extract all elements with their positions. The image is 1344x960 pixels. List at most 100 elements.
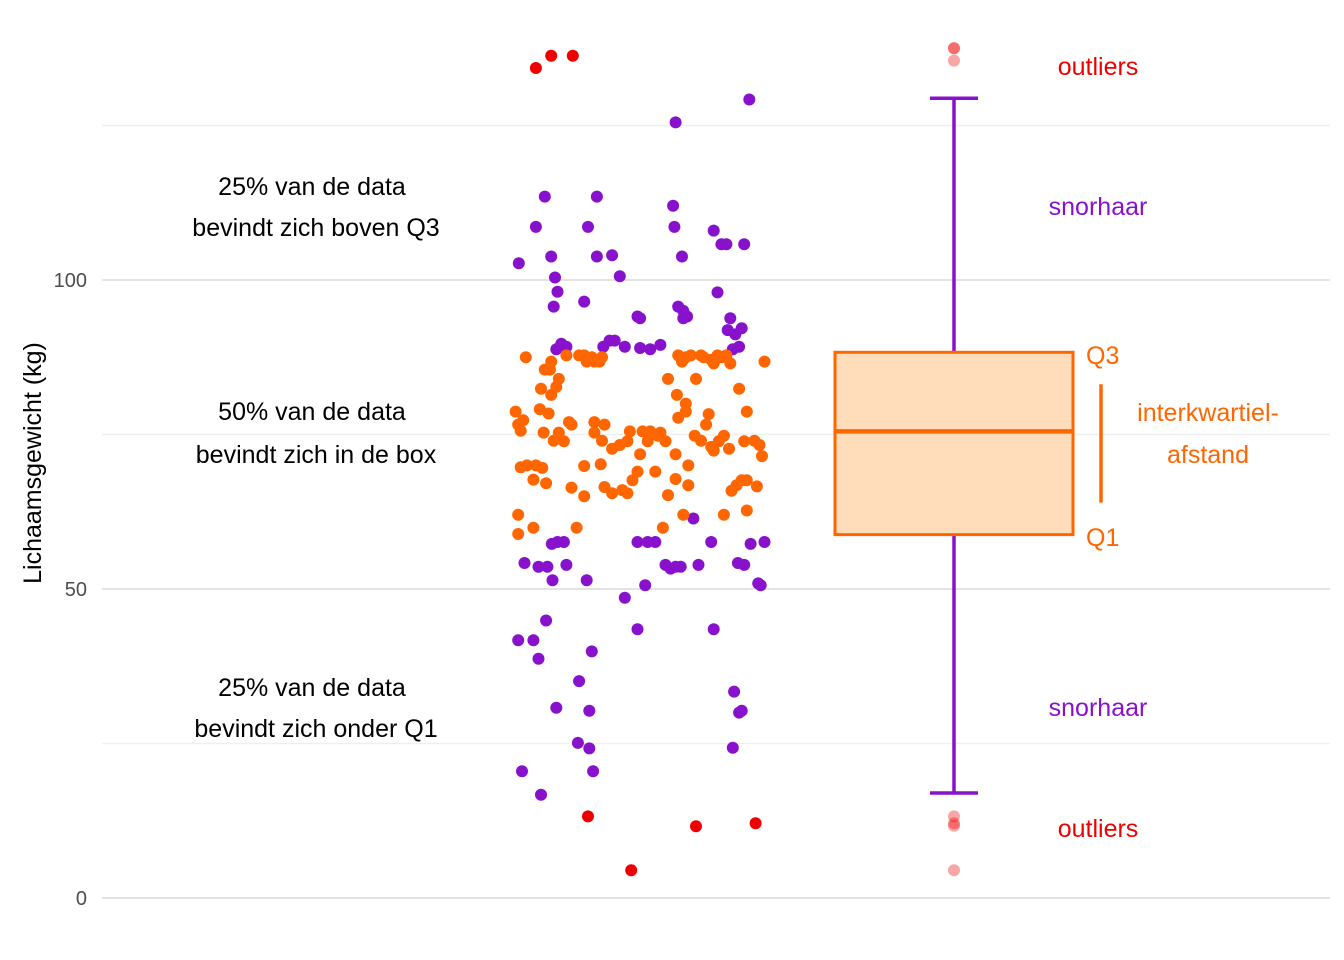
data-point-outlier xyxy=(566,49,579,62)
y-axis: 0 50 100 xyxy=(54,270,87,910)
boxplot-outlier xyxy=(948,810,960,823)
annotation-in-box-line2: bevindt zich in de box xyxy=(196,441,437,469)
data-point-box xyxy=(669,448,682,461)
data-point-whisker xyxy=(692,558,705,571)
data-point-whisker xyxy=(667,199,680,212)
data-point-outlier xyxy=(582,810,594,823)
data-point-whisker xyxy=(669,116,682,129)
data-point-outlier xyxy=(749,817,762,830)
data-point-whisker xyxy=(578,295,591,308)
data-point-whisker xyxy=(711,286,724,299)
data-point-box xyxy=(740,405,753,418)
data-point-box xyxy=(702,408,715,421)
data-point-outlier xyxy=(625,864,638,877)
data-point-box xyxy=(669,473,682,485)
data-point-box xyxy=(514,424,527,437)
data-point-whisker xyxy=(512,257,525,270)
data-point-whisker xyxy=(529,220,542,233)
data-point-whisker xyxy=(546,574,559,587)
data-point-whisker xyxy=(707,623,720,636)
data-point-box xyxy=(662,372,674,385)
data-point-whisker xyxy=(681,310,694,323)
iqr-box xyxy=(833,350,1075,537)
data-point-box xyxy=(535,382,547,395)
data-point-whisker xyxy=(674,560,687,573)
data-point-whisker xyxy=(532,652,545,665)
boxplot-outlier xyxy=(948,817,960,830)
data-point-whisker xyxy=(631,623,644,636)
data-point-whisker xyxy=(654,338,667,351)
data-point-box xyxy=(695,434,707,447)
data-point-box xyxy=(659,435,672,448)
data-point-box xyxy=(596,351,608,364)
data-point-box xyxy=(565,418,578,431)
data-point-whisker xyxy=(557,536,570,548)
data-point-box xyxy=(521,459,533,472)
boxplot-outlier xyxy=(948,864,960,877)
data-point-box xyxy=(545,355,558,368)
data-point-whisker xyxy=(644,343,657,356)
data-point-whisker xyxy=(582,220,594,233)
boxplot-outlier xyxy=(948,54,960,67)
data-point-box xyxy=(621,487,634,500)
data-point-box xyxy=(641,435,654,448)
data-point-box xyxy=(519,351,532,364)
data-point-outlier xyxy=(690,820,702,833)
data-point-whisker xyxy=(735,704,748,717)
y-tick-label: 0 xyxy=(76,888,87,910)
data-point-box xyxy=(527,521,540,534)
data-point-whisker xyxy=(705,536,718,548)
data-point-whisker xyxy=(634,342,647,354)
data-point-whisker xyxy=(726,741,739,754)
data-point-box xyxy=(565,481,578,494)
data-point-whisker xyxy=(738,558,751,571)
data-point-box xyxy=(679,405,692,418)
data-point-box xyxy=(738,435,751,448)
data-point-whisker xyxy=(676,250,688,263)
y-tick-label: 50 xyxy=(65,579,87,601)
annotation-whisker-top: snorhaar xyxy=(1049,193,1148,221)
data-point-box xyxy=(670,388,683,401)
data-point-whisker xyxy=(535,788,547,801)
data-point-box xyxy=(682,459,695,472)
data-point-whisker xyxy=(724,312,737,325)
data-point-box xyxy=(740,504,753,517)
data-point-box xyxy=(758,355,771,368)
data-point-whisker xyxy=(560,558,573,571)
data-point-box xyxy=(542,407,555,420)
data-point-whisker xyxy=(613,270,626,283)
data-point-whisker xyxy=(743,93,756,106)
data-point-whisker xyxy=(512,634,525,647)
data-point-box xyxy=(560,349,573,362)
boxplot-outlier xyxy=(948,42,960,55)
data-point-whisker xyxy=(649,536,662,548)
data-point-box xyxy=(621,435,634,448)
annotation-above-q3-line2: bevindt zich boven Q3 xyxy=(192,214,439,242)
data-point-whisker xyxy=(738,238,751,251)
data-point-box xyxy=(682,479,695,492)
data-point-box xyxy=(717,429,730,442)
data-point-whisker xyxy=(541,560,554,573)
annotation-iqr-line1: interkwartiel- xyxy=(1137,399,1279,427)
data-point-box xyxy=(557,435,570,448)
data-point-whisker xyxy=(545,250,558,263)
data-point-box xyxy=(733,382,746,395)
data-point-whisker xyxy=(639,579,652,592)
data-point-whisker xyxy=(735,322,748,335)
data-point-box xyxy=(723,442,735,455)
annotation-q3: Q3 xyxy=(1086,342,1119,370)
data-point-box xyxy=(509,405,522,418)
data-point-box xyxy=(654,426,667,439)
gridlines xyxy=(102,124,1330,899)
data-point-box xyxy=(540,477,553,490)
data-point-box xyxy=(707,444,720,457)
data-point-whisker xyxy=(540,614,553,627)
data-point-box xyxy=(756,450,768,463)
data-point-whisker xyxy=(744,537,757,550)
data-point-box xyxy=(700,418,713,431)
annotation-above-q3-line1: 25% van de data xyxy=(218,173,406,201)
data-point-whisker xyxy=(608,334,621,347)
data-point-box xyxy=(623,425,636,438)
annotation-outliers-top: outliers xyxy=(1058,53,1139,81)
